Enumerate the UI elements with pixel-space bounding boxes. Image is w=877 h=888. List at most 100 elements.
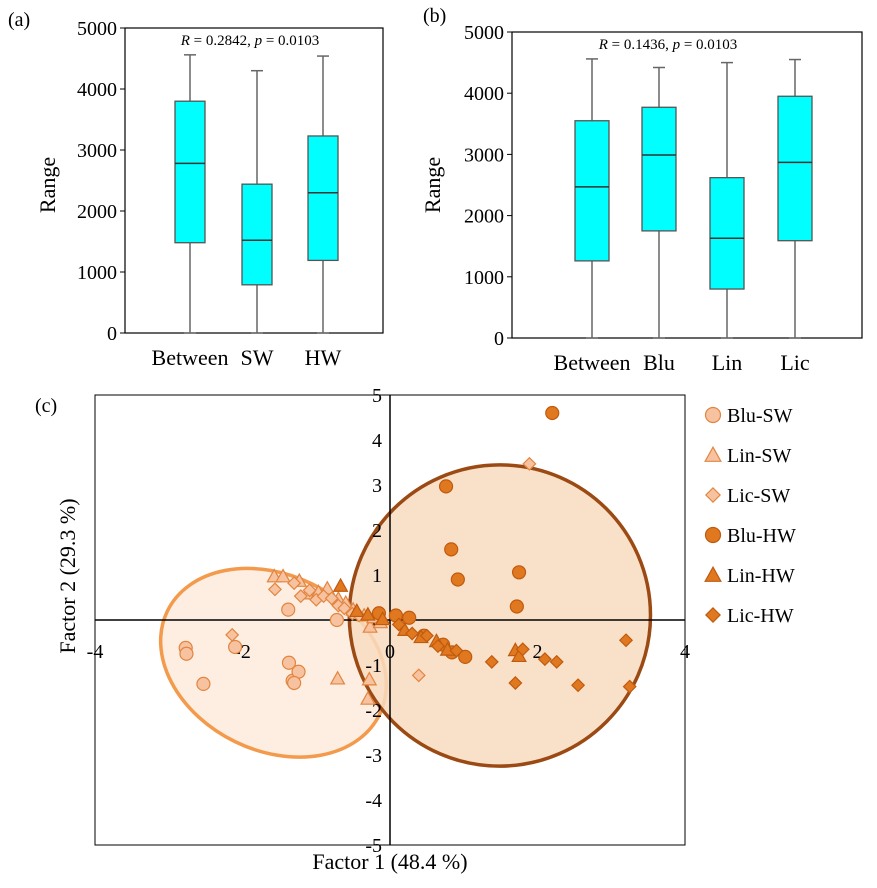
y-tick-label: 1 [372, 565, 382, 587]
x-tick-label: 4 [680, 641, 690, 663]
lin-sw-point [329, 670, 346, 685]
blu-sw-point [281, 655, 297, 670]
x-tick-label: -4 [87, 641, 104, 663]
panel-c-xlabel: Factor 1 (48.4 %) [312, 849, 467, 874]
y-tick-label: -4 [365, 790, 382, 812]
y-tick-label: 2 [372, 520, 382, 542]
lic-hw-point [430, 639, 445, 654]
lic-sw-point [225, 627, 240, 642]
y-tick-label: 1000 [464, 267, 504, 289]
ellipse-layer [158, 463, 653, 768]
blu-hw-point [444, 542, 459, 557]
lic-sw-point [411, 668, 426, 683]
panel-b-ylabel: Range [420, 157, 445, 213]
lic-sw-point [324, 591, 339, 606]
blu-hw-point [509, 599, 524, 614]
zero-axes [95, 395, 685, 845]
category-label: Lic [780, 350, 810, 375]
lic-hw-point [515, 642, 530, 657]
lic-hw-point [622, 679, 637, 694]
y-tick-label: 3 [372, 475, 382, 497]
y-tick-label: 2000 [464, 206, 504, 228]
blu-hw-point [458, 649, 473, 665]
box-between [174, 100, 206, 244]
legend-marker-lin-hw [704, 565, 722, 582]
x-tick-label: 0 [385, 641, 395, 663]
lic-sw-point [337, 601, 352, 616]
blu-sw-point [228, 639, 243, 655]
blu-hw-point [511, 565, 527, 580]
y-tick-label: 5000 [77, 18, 117, 40]
blu-hw-point [450, 572, 465, 587]
lin-hw-point [360, 606, 376, 621]
lic-sw-point [302, 583, 317, 598]
legend-marker-blu-hw [704, 526, 722, 544]
blu-sw-point [281, 602, 296, 617]
lic-sw-point [293, 589, 308, 604]
panel-a-label: (a) [8, 9, 30, 31]
lic-hw-point [419, 628, 434, 643]
plot-frame [124, 27, 384, 334]
y-tick-label: -3 [365, 745, 382, 767]
y-tick-label: 5 [372, 385, 382, 407]
blu-sw-point [329, 612, 344, 628]
lic-sw-point [287, 576, 302, 591]
panel-a-ylabel: Range [35, 157, 60, 213]
box-blu [641, 106, 677, 232]
y-tick-label: -5 [365, 835, 382, 857]
legend-marker-blu-sw [704, 406, 722, 424]
lic-hw-point [571, 678, 586, 693]
legend-label-lic-sw: Lic-SW [727, 485, 790, 507]
y-tick-label: 1000 [77, 262, 117, 284]
category-label: HW [305, 345, 342, 370]
lic-hw-point [618, 633, 634, 648]
y-tick-label: 0 [107, 323, 117, 345]
legend-marker-lin-sw [704, 445, 722, 462]
y-tick-label: 0 [494, 328, 504, 350]
legend-label-lic-hw: Lic-HW [727, 605, 794, 627]
panel-c-label: (c) [35, 395, 57, 417]
legend-marker-lic-hw [705, 607, 721, 623]
y-tick-label: 5000 [464, 22, 504, 44]
legend: Blu-SW Lin-SW Lic-SW Blu-HW Lin-HW Lic-HW [704, 405, 796, 627]
y-tick-label: 3000 [77, 140, 117, 162]
y-tick-label: 4 [372, 430, 382, 452]
boxplot-panel-b: (b) Range R = 0.1436, p = 0.0103 0 1000 20… [420, 5, 863, 375]
lin-sw-point [361, 671, 378, 686]
category-label: Blu [643, 350, 675, 375]
lin-hw-point [332, 577, 349, 592]
legend-marker-lic-sw [705, 487, 721, 503]
category-label: Between [554, 350, 631, 375]
lin-hw-point [374, 611, 391, 626]
x-tick-label: 2 [533, 641, 543, 663]
box-lin [709, 177, 745, 290]
lic-sw-point [522, 456, 537, 471]
panel-b-statistics-annotation: R = 0.1436, p = 0.0103 [598, 37, 738, 53]
legend-label-blu-sw: Blu-SW [727, 405, 793, 427]
box-between [574, 120, 610, 262]
boxplot-panel-a: (a) Range R = 0.2842, p = 0.0103 0 1000 20… [8, 9, 384, 370]
lic-hw-point [405, 626, 420, 641]
blu-hw-point [545, 405, 560, 421]
confidence-ellipse-sw [158, 566, 389, 759]
lic-sw-point [267, 582, 282, 597]
legend-label-lin-sw: Lin-SW [727, 445, 792, 467]
lin-sw-point [275, 568, 291, 583]
box-hw [307, 135, 339, 262]
confidence-ellipse-hw [347, 463, 653, 768]
lin-sw-point [362, 618, 378, 633]
plot-frame [511, 31, 863, 339]
blu-hw-point [402, 610, 417, 625]
y-tick-label: 2000 [77, 201, 117, 223]
lic-hw-point [549, 654, 564, 669]
blu-sw-point [287, 675, 302, 691]
panel-a-statistics-annotation: R = 0.2842, p = 0.0103 [180, 33, 320, 49]
category-label: SW [241, 345, 274, 370]
pca-scatter-panel-c: (c) -4-2024543210-1-2-3-4-5 Blu-SWLin-SW… [35, 385, 796, 874]
lic-hw-point [391, 617, 406, 632]
lic-hw-point [484, 654, 499, 669]
lic-hw-point [508, 675, 523, 691]
point-layer [178, 405, 637, 705]
box-lic [777, 95, 813, 242]
